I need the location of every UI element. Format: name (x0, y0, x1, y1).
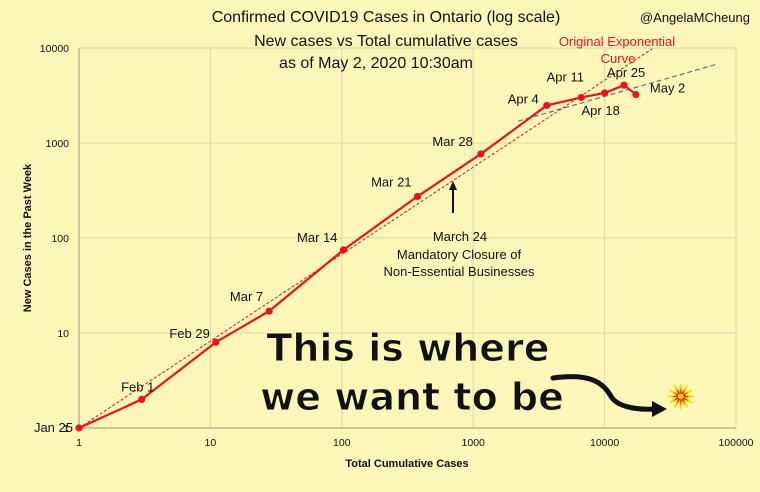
chart-title-line-2: New cases vs Total cumulative cases (254, 33, 518, 50)
data-point (138, 395, 146, 404)
data-point-label: Apr 11 (547, 69, 584, 84)
data-point (632, 90, 640, 99)
data-point-label: Apr 18 (582, 103, 620, 118)
exponential-curve-label-line-2: Curve (601, 51, 636, 66)
exponential-curve-label-line-1: Original Exponential (559, 34, 675, 49)
grid (79, 47, 737, 428)
data-point (577, 93, 585, 102)
y-tick-label: 10000 (40, 43, 69, 55)
point-labels: Jan 25 Feb 1 Feb 29 Mar 7 Mar 14 Mar 21 Mar 28… (34, 65, 685, 435)
data-point (212, 338, 220, 346)
closure-annotation-line-3: Non-Essential Businesses (383, 264, 535, 279)
data-point (601, 89, 609, 97)
goal-text-line-1: This is where (266, 326, 549, 370)
x-tick-label: 100000 (718, 437, 753, 449)
data-series (75, 81, 640, 432)
x-tick-label: 1000 (462, 437, 486, 449)
chart-title-line-3: as of May 2, 2020 10:30am (279, 55, 473, 72)
data-point-label: Jan 25 (34, 420, 73, 435)
data-point (620, 81, 628, 89)
y-tick-label: 1000 (46, 138, 70, 150)
data-point-label: Mar 14 (297, 230, 337, 245)
data-point-label: Mar 21 (371, 174, 411, 189)
data-point-label: Feb 29 (169, 326, 209, 341)
credit-handle: @AngelaMCheung (640, 10, 750, 25)
data-point-label: Mar 7 (230, 289, 263, 304)
y-axis-title: New Cases in the Past Week (22, 163, 34, 312)
x-tick-label: 10 (205, 437, 217, 449)
goal-text-line-2: we want to be (260, 375, 564, 419)
trendlines (78, 48, 716, 429)
closure-annotation-line-2: Mandatory Closure of (397, 247, 522, 262)
chart-title-line-1: Confirmed COVID19 Cases in Ontario (log … (212, 9, 561, 26)
data-point-label: Mar 28 (432, 134, 472, 149)
data-point-label: Apr 4 (508, 91, 539, 106)
data-point (477, 150, 485, 158)
data-point (413, 192, 422, 201)
y-tick-label: 1 (63, 423, 69, 435)
data-point-label: Feb 1 (121, 379, 154, 394)
goal-arrow (550, 374, 667, 417)
data-point (265, 307, 273, 315)
recent-trendline (518, 63, 716, 122)
x-tick-label: 100 (333, 437, 351, 449)
data-point (339, 246, 348, 254)
target-star-core (677, 393, 684, 400)
data-point-label: Apr 25 (607, 65, 645, 80)
x-tick-label: 1 (76, 437, 82, 449)
data-point (543, 101, 551, 110)
x-tick-label: 10000 (590, 437, 619, 449)
data-point (75, 424, 83, 432)
closure-annotation-line-1: March 24 (433, 229, 487, 244)
closure-arrow (449, 181, 457, 213)
x-axis-title: Total Cumulative Cases (345, 458, 468, 470)
exponential-trendline (78, 48, 653, 429)
axes: 1 10 100 1000 10000 100000 1 10 100 1000 10000 (40, 43, 754, 449)
y-tick-label: 10 (57, 328, 69, 340)
y-tick-label: 100 (51, 233, 69, 245)
data-point-label: May 2 (650, 81, 685, 96)
target-star-icon (667, 383, 694, 410)
